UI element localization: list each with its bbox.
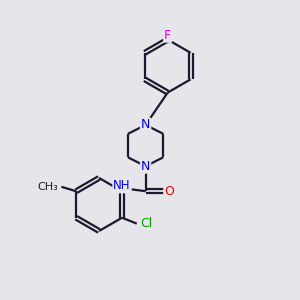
Text: CH₃: CH₃ <box>37 182 58 192</box>
Text: Cl: Cl <box>140 217 152 230</box>
Text: F: F <box>164 29 171 42</box>
Text: NH: NH <box>113 179 131 192</box>
Text: O: O <box>164 185 174 198</box>
Text: N: N <box>141 118 150 131</box>
Text: N: N <box>141 160 150 173</box>
